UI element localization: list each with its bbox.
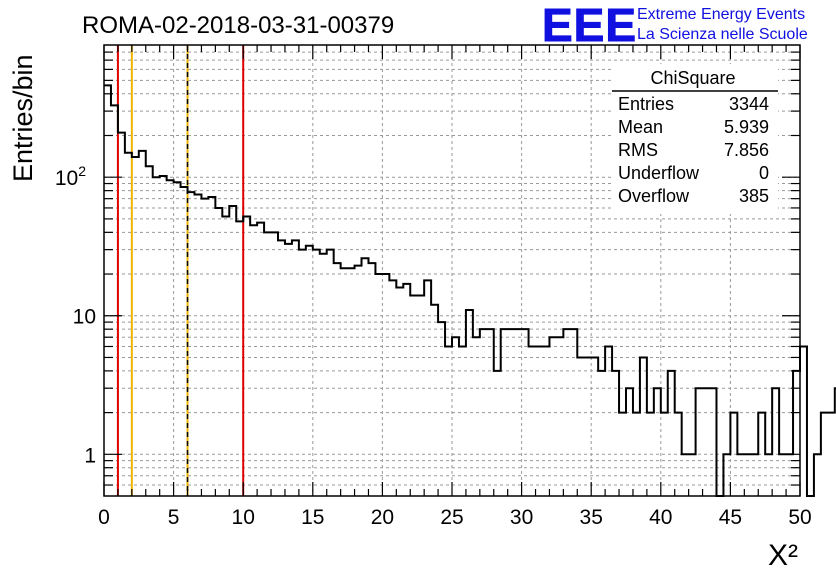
grid-lines (104, 45, 800, 496)
y-tick-labels: 1 10 102 (55, 163, 96, 467)
stats-value-rms: 7.856 (724, 140, 769, 160)
x-tick-label: 50 (788, 506, 811, 529)
x-tick-label: 35 (580, 506, 603, 529)
stats-box-title: ChiSquare (650, 68, 735, 88)
stats-value-mean: 5.939 (724, 117, 769, 137)
y-tick-label: 10 (73, 306, 96, 329)
x-tick-label: 5 (168, 506, 180, 529)
x-tick-label: 15 (301, 506, 324, 529)
x-tick-label: 30 (510, 506, 533, 529)
x-tick-label: 25 (440, 506, 463, 529)
x-tick-label: 45 (719, 506, 742, 529)
x-tick-label: 10 (232, 506, 255, 529)
x-tick-label: 0 (98, 506, 110, 529)
eee-logo: EEE (542, 0, 637, 51)
reference-lines (116, 45, 245, 496)
stats-box: ChiSquare Entries 3344 Mean 5.939 RMS 7.… (612, 64, 778, 214)
logo-line-1: Extreme Energy Events (637, 6, 805, 23)
x-tick-label: 40 (649, 506, 672, 529)
stats-value-overflow: 385 (739, 186, 769, 206)
stats-label-rms: RMS (618, 140, 658, 160)
stats-label-entries: Entries (618, 94, 674, 114)
x-axis-label: X² (768, 539, 798, 572)
stats-label-underflow: Underflow (618, 163, 700, 183)
run-title: ROMA-02-2018-03-31-00379 (82, 12, 394, 39)
stats-value-underflow: 0 (759, 163, 769, 183)
x-tick-labels: 0 5 10 15 20 25 30 35 40 45 50 (98, 506, 812, 529)
stats-label-overflow: Overflow (618, 186, 690, 206)
stats-value-entries: 3344 (729, 94, 769, 114)
logo-line-2: La Scienza nelle Scuole (637, 26, 808, 43)
y-tick-label: 1 (84, 444, 96, 467)
y-axis-label: Entries/bin (8, 54, 38, 182)
axis-ticks (103, 45, 801, 496)
stats-label-mean: Mean (618, 117, 663, 137)
y-tick-label: 102 (55, 163, 86, 190)
x-tick-label: 20 (371, 506, 394, 529)
